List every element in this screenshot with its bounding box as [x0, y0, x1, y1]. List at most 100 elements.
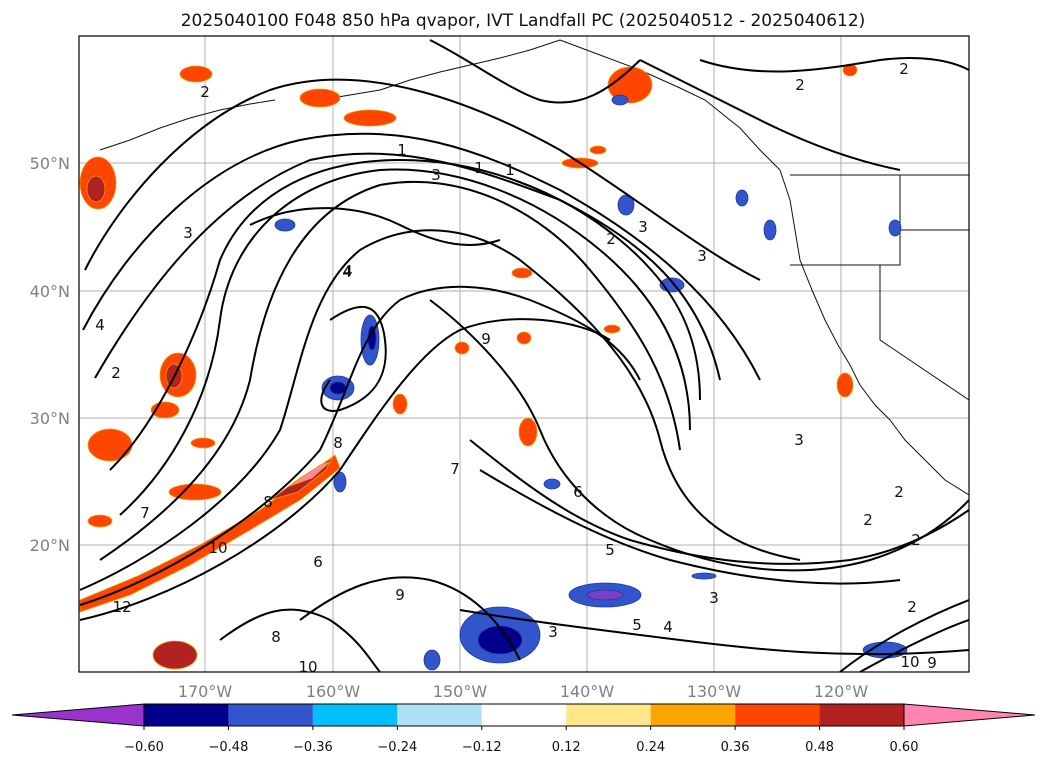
colorbar-tick-label: 0.36	[721, 740, 750, 755]
contour-lines	[79, 39, 969, 672]
fill-blob	[87, 514, 113, 528]
contour-line	[859, 619, 969, 672]
contour-label: 2	[907, 598, 917, 616]
colorbar-extend-low	[11, 703, 145, 727]
fill-blob	[86, 175, 106, 203]
contour-label: 7	[140, 504, 150, 522]
contour-line	[79, 229, 801, 591]
colorbar-segment	[228, 704, 313, 726]
lon-label: 130°W	[687, 682, 742, 701]
colorbar-tick-label: −0.24	[377, 740, 417, 755]
negative-anomaly-fills	[274, 94, 908, 671]
contour-label: 10	[900, 653, 919, 671]
latitude-labels: 50°N 40°N 30°N 20°N	[30, 154, 70, 555]
contour-label: 3	[431, 166, 441, 184]
contour-line	[219, 608, 381, 672]
lat-label: 40°N	[30, 282, 70, 301]
contour-label: 4	[95, 316, 105, 334]
contour-line	[94, 152, 721, 381]
fill-blob	[511, 267, 533, 279]
contour-line	[429, 299, 969, 572]
aleutian-islands	[99, 99, 276, 151]
fill-blob	[516, 331, 532, 345]
contour-line	[82, 132, 761, 381]
colorbar-segment	[481, 704, 567, 726]
contour-label: 2	[795, 76, 805, 94]
colorbar-tick-label: 0.24	[636, 740, 665, 755]
contour-label: 6	[313, 553, 323, 571]
lat-label: 50°N	[30, 154, 70, 173]
fill-blob	[586, 589, 624, 601]
colorbar-extend-high	[903, 703, 1036, 727]
fill-blob	[333, 471, 347, 493]
lon-label: 120°W	[814, 682, 869, 701]
contour-line	[699, 57, 969, 73]
contour-label: 12	[112, 598, 131, 616]
fill-blob	[888, 219, 902, 237]
contour-line	[299, 576, 521, 661]
fill-band	[79, 454, 341, 613]
lat-label: 20°N	[30, 536, 70, 555]
contour-label: 6	[573, 483, 583, 501]
colorbar-tick-label: −0.48	[209, 740, 249, 755]
contour-label: 9	[927, 654, 937, 672]
colorbar-tick-label: −0.60	[124, 740, 164, 755]
contour-label: 5	[632, 616, 642, 634]
fill-blob	[190, 437, 216, 449]
map-frame	[78, 35, 970, 673]
colorbar-outline	[143, 703, 905, 727]
colorbar-tick-label: 0.12	[552, 740, 581, 755]
contour-line	[79, 285, 641, 606]
fill-blob	[611, 94, 629, 106]
fill-blob	[735, 189, 749, 207]
contour-label: 2	[863, 511, 873, 529]
contour-line	[99, 180, 681, 561]
north-america-coastline	[559, 39, 969, 496]
contour-label: 5	[605, 541, 615, 559]
contour-label: 1	[505, 161, 515, 179]
colorbar-tick-label: −0.36	[293, 740, 333, 755]
contour-line	[249, 207, 501, 246]
fill-blob	[392, 393, 408, 415]
fill-blob	[152, 640, 198, 670]
lon-label: 170°W	[178, 682, 233, 701]
contour-line	[479, 469, 901, 585]
fill-blob	[329, 381, 347, 395]
contour-line	[79, 318, 611, 621]
fill-blob	[836, 372, 854, 398]
contour-label: 10	[208, 539, 227, 557]
contour-label: 9	[481, 330, 491, 348]
coastlines	[99, 39, 969, 496]
colorbar-segment	[566, 704, 651, 726]
contour-label: 8	[263, 493, 273, 511]
contour-label: 3	[638, 218, 648, 236]
contour-label: 8	[271, 628, 281, 646]
contour-label: 2	[606, 230, 616, 248]
contour-label: 2	[200, 83, 210, 101]
fill-blob	[691, 572, 717, 580]
contour-line	[459, 609, 969, 656]
fill-blob	[168, 483, 222, 501]
colorbar-segment	[650, 704, 736, 726]
fill-blob	[454, 341, 470, 355]
fill-blob	[179, 65, 213, 83]
contour-line	[469, 439, 969, 565]
contour-label: 2	[911, 531, 921, 549]
lon-label: 140°W	[560, 682, 615, 701]
lon-label: 160°W	[306, 682, 361, 701]
fill-blob	[603, 324, 621, 334]
contour-label: 7	[450, 460, 460, 478]
fill-blob	[518, 417, 538, 447]
colorbar-segment	[144, 704, 229, 726]
contour-label: 2	[111, 364, 121, 382]
colorbar-segment	[735, 704, 820, 726]
contour-label: 1	[474, 159, 484, 177]
lon-label: 150°W	[433, 682, 488, 701]
colorbar-tick-label: 0.60	[890, 740, 919, 755]
fill-blob	[423, 649, 441, 671]
lat-label: 30°N	[30, 409, 70, 428]
contour-line	[429, 39, 641, 104]
